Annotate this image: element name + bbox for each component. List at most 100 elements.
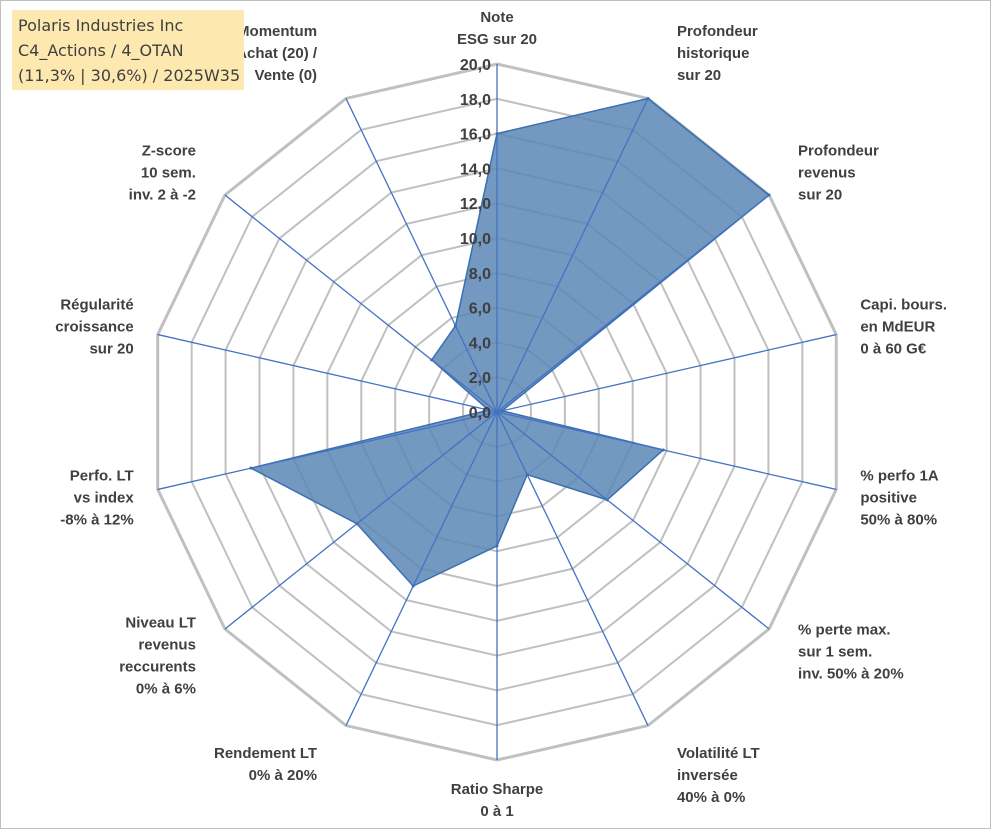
tick-label: 12,0 — [460, 196, 491, 213]
axis-label-line: sur 20 — [89, 341, 133, 358]
data-point-0 — [495, 132, 499, 136]
axis-label-7: Ratio Sharpe 0 à 1 — [451, 781, 544, 820]
spoke-12 — [224, 194, 498, 413]
tick-label: 10,0 — [460, 231, 491, 248]
axis-label-line: % perfo 1A — [860, 467, 939, 484]
axis-label-1: Profondeur historique sur 20 — [677, 23, 758, 84]
axis-label-line: revenus — [138, 636, 196, 653]
axis-label-line: Rendement LT — [214, 745, 317, 762]
axis-label-9: Niveau LT revenus reccurents 0% à 6% — [119, 614, 196, 697]
axis-label-4: % perfo 1A positive 50% à 80% — [860, 467, 939, 528]
axis-label-11: Régularité croissance sur 20 — [55, 297, 133, 358]
axis-label-line: % perte max. — [798, 621, 891, 638]
axis-label-line: Ratio Sharpe — [451, 781, 544, 798]
axis-label-line: historique — [677, 45, 750, 62]
spoke-4 — [496, 411, 837, 491]
data-point-7 — [495, 544, 499, 548]
axis-label-line: positive — [860, 489, 917, 506]
axis-label-line: Profondeur — [798, 143, 879, 160]
axis-label-8: Rendement LT 0% à 20% — [214, 745, 317, 784]
axis-label-10: Perfo. LT vs index -8% à 12% — [60, 467, 134, 528]
data-area — [248, 97, 771, 587]
axis-label-line: 0 à 1 — [480, 803, 513, 820]
tick-label: 6,0 — [469, 301, 491, 318]
data-layer — [157, 64, 837, 760]
axis-label-line: 50% à 80% — [860, 511, 937, 528]
data-point-9 — [355, 522, 359, 526]
axis-label-line: Profondeur — [677, 23, 758, 40]
data-point-3 — [500, 409, 504, 413]
axis-label-line: Achat (20) / — [236, 45, 318, 62]
axis-label-line: inv. 2 à -2 — [129, 187, 196, 204]
data-point-10 — [249, 466, 253, 470]
info-box: Polaris Industries Inc C4_Actions / 4_OT… — [12, 10, 244, 90]
axis-label-line: Niveau LT — [125, 614, 196, 631]
axis-label-line: Volatilité LT — [677, 745, 760, 762]
spoke-2 — [496, 194, 770, 413]
spoke-6 — [496, 411, 649, 726]
axis-label-line: Régularité — [60, 297, 133, 314]
category-label: C4_Actions / 4_OTAN — [18, 41, 184, 60]
axis-label-line: en MdEUR — [860, 319, 935, 336]
tick-label: 4,0 — [469, 335, 491, 352]
label-layer: Note ESG sur 20 Profondeur historique sur 20… — [55, 9, 947, 820]
axis-label-line: revenus — [798, 165, 856, 182]
axis-label-line: inv. 50% à 20% — [798, 665, 904, 682]
axis-label-line: sur 20 — [677, 67, 721, 84]
tick-label: 8,0 — [469, 266, 491, 283]
axis-label-line: Momentum — [237, 23, 317, 40]
tick-label: 16,0 — [460, 127, 491, 144]
spoke-1 — [496, 98, 649, 413]
data-point-12 — [430, 358, 434, 362]
axis-label-6: Volatilité LT inversée 40% à 0% — [677, 745, 760, 806]
axis-label-line: 0 à 60 G€ — [860, 341, 927, 358]
axis-label-13: Momentum Achat (20) / Vente (0) — [236, 23, 318, 84]
axis-label-line: Capi. bours. — [860, 297, 947, 314]
data-point-6 — [525, 473, 529, 477]
spoke-11 — [157, 333, 498, 413]
axis-label-line: croissance — [55, 319, 133, 336]
spoke-9 — [224, 411, 498, 630]
axis-label-line: sur 1 sem. — [798, 643, 872, 660]
spoke-5 — [496, 411, 770, 630]
axis-label-line: 0% à 6% — [136, 680, 196, 697]
data-point-11 — [487, 408, 491, 412]
data-point-1 — [646, 96, 650, 100]
spoke-10 — [157, 411, 498, 491]
axis-label-12: Z-score 10 sem. inv. 2 à -2 — [129, 143, 196, 204]
stats-label: (11,3% | 30,6%) / 2025W35 — [18, 66, 241, 85]
tick-label: 14,0 — [460, 161, 491, 178]
axis-label-5: % perte max. sur 1 sem. inv. 50% à 20% — [798, 621, 904, 682]
axis-label-line: -8% à 12% — [60, 511, 133, 528]
axis-label-line: 40% à 0% — [677, 789, 745, 806]
axis-label-line: inversée — [677, 767, 738, 784]
axis-label-line: sur 20 — [798, 187, 842, 204]
data-point-5 — [605, 498, 609, 502]
axis-label-2: Profondeur revenus sur 20 — [798, 143, 879, 204]
axis-label-line: Perfo. LT — [70, 467, 134, 484]
axis-label-line: ESG sur 20 — [457, 31, 537, 48]
data-point-2 — [767, 193, 771, 197]
tick-label: 2,0 — [469, 370, 491, 387]
axis-label-line: Note — [480, 9, 513, 26]
data-point-13 — [453, 324, 457, 328]
axis-label-3: Capi. bours. en MdEUR 0 à 60 G€ — [860, 297, 947, 358]
axis-label-line: 10 sem. — [141, 165, 196, 182]
axis-label-line: Z-score — [142, 143, 196, 160]
tick-label: 20,0 — [460, 57, 491, 74]
axis-label-line: vs index — [74, 489, 135, 506]
spoke-13 — [345, 98, 498, 413]
axis-label-line: reccurents — [119, 658, 196, 675]
spoke-8 — [345, 411, 498, 726]
axis-label-0: Note ESG sur 20 — [457, 9, 537, 48]
tick-label: 18,0 — [460, 92, 491, 109]
tick-layer: 0,0 2,0 4,0 6,0 8,0 10,0 12,0 14,0 16,0 18,0 20,0 — [460, 57, 491, 422]
axis-label-line: 0% à 20% — [249, 767, 317, 784]
axis-label-line: Vente (0) — [255, 67, 318, 84]
data-point-4 — [661, 448, 665, 452]
company-name: Polaris Industries Inc — [18, 16, 184, 35]
spoke-3 — [496, 333, 837, 413]
data-point-8 — [411, 584, 415, 588]
tick-label: 0,0 — [469, 405, 491, 422]
